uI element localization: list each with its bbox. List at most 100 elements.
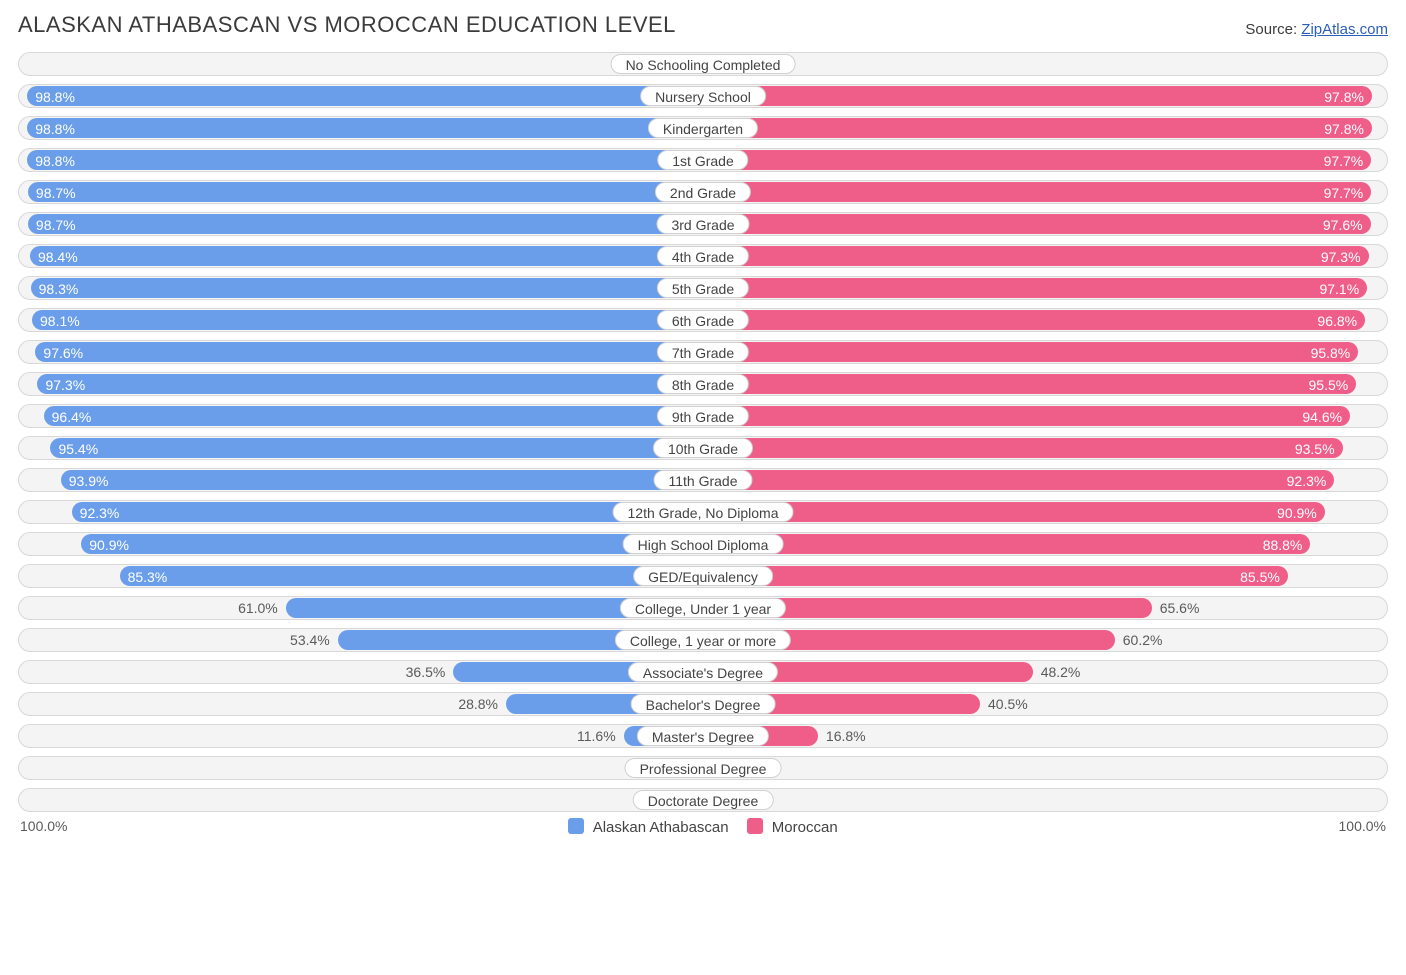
category-label: 5th Grade	[657, 278, 749, 298]
bar-right: 90.9%	[703, 502, 1325, 522]
chart-row: 36.5%48.2%Associate's Degree	[18, 660, 1388, 684]
category-label: 12th Grade, No Diploma	[613, 502, 794, 522]
chart-row: 1.5%2.2%No Schooling Completed	[18, 52, 1388, 76]
bar-left: 85.3%	[120, 566, 703, 586]
bar-right: 97.6%	[703, 214, 1371, 234]
value-right: 16.8%	[826, 725, 866, 747]
bar-right: 97.3%	[703, 246, 1369, 266]
bar-left: 97.6%	[35, 342, 703, 362]
value-left: 98.3%	[39, 278, 79, 300]
bar-right: 92.3%	[703, 470, 1334, 490]
category-label: 8th Grade	[657, 374, 749, 394]
value-right: 97.8%	[1324, 118, 1364, 140]
bar-right: 97.1%	[703, 278, 1367, 298]
value-right: 92.3%	[1287, 470, 1327, 492]
value-left: 93.9%	[69, 470, 109, 492]
chart-row: 98.7%97.7%2nd Grade	[18, 180, 1388, 204]
value-right: 40.5%	[988, 693, 1028, 715]
legend-swatch-left	[568, 818, 584, 834]
legend-item-right: Moroccan	[747, 818, 838, 836]
value-left: 98.8%	[35, 86, 75, 108]
source-link[interactable]: ZipAtlas.com	[1301, 21, 1388, 38]
category-label: Doctorate Degree	[633, 790, 774, 810]
value-left: 36.5%	[406, 661, 446, 683]
value-left: 11.6%	[577, 725, 616, 747]
value-left: 61.0%	[238, 597, 278, 619]
category-label: No Schooling Completed	[611, 54, 796, 74]
chart-row: 96.4%94.6%9th Grade	[18, 404, 1388, 428]
chart-row: 95.4%93.5%10th Grade	[18, 436, 1388, 460]
bar-right: 88.8%	[703, 534, 1310, 554]
chart-row: 98.4%97.3%4th Grade	[18, 244, 1388, 268]
value-left: 85.3%	[128, 566, 168, 588]
bar-left: 98.8%	[27, 86, 703, 106]
value-right: 85.5%	[1240, 566, 1280, 588]
bar-right: 97.8%	[703, 118, 1372, 138]
chart-row: 1.7%2.0%Doctorate Degree	[18, 788, 1388, 812]
chart-row: 98.8% 97.8%Nursery School	[18, 84, 1388, 108]
bar-right: 96.8%	[703, 310, 1365, 330]
axis-row: 100.0% Alaskan Athabascan Moroccan 100.0…	[18, 818, 1388, 836]
bar-left: 98.8%	[27, 118, 703, 138]
bar-left: 95.4%	[50, 438, 703, 458]
category-label: 3rd Grade	[656, 214, 749, 234]
chart-row: 98.7% 97.6%3rd Grade	[18, 212, 1388, 236]
legend: Alaskan Athabascan Moroccan	[568, 818, 837, 836]
bar-right: 97.8%	[703, 86, 1372, 106]
value-left: 28.8%	[458, 693, 498, 715]
value-right: 97.7%	[1324, 182, 1364, 204]
category-label: College, 1 year or more	[615, 630, 791, 650]
chart-row: 28.8% 40.5% Bachelor's Degree	[18, 692, 1388, 716]
chart-header: ALASKAN ATHABASCAN VS MOROCCAN EDUCATION…	[18, 12, 1388, 38]
source-label: Source:	[1245, 21, 1297, 38]
chart-row: 11.6% 16.8% Master's Degree	[18, 724, 1388, 748]
bar-left: 98.1%	[32, 310, 703, 330]
value-left: 98.7%	[36, 214, 76, 236]
value-left: 98.8%	[35, 150, 75, 172]
category-label: Master's Degree	[637, 726, 769, 746]
value-left: 98.4%	[38, 246, 78, 268]
bar-left: 90.9%	[81, 534, 703, 554]
category-label: 11th Grade	[653, 470, 752, 490]
value-right: 88.8%	[1263, 534, 1303, 556]
bar-right: 85.5%	[703, 566, 1288, 586]
value-right: 95.5%	[1309, 374, 1349, 396]
value-right: 94.6%	[1302, 406, 1342, 428]
bar-left: 98.3%	[31, 278, 703, 298]
chart-row: 98.8%97.8%Kindergarten	[18, 116, 1388, 140]
category-label: Nursery School	[640, 86, 766, 106]
chart-title: ALASKAN ATHABASCAN VS MOROCCAN EDUCATION…	[18, 12, 676, 38]
bar-left: 96.4%	[44, 406, 703, 426]
value-left: 95.4%	[58, 438, 98, 460]
value-right: 93.5%	[1295, 438, 1335, 460]
bar-left: 92.3%	[72, 502, 703, 522]
category-label: 7th Grade	[657, 342, 749, 362]
axis-left-max: 100.0%	[20, 818, 67, 836]
legend-label-left: Alaskan Athabascan	[593, 819, 729, 836]
value-right: 95.8%	[1311, 342, 1351, 364]
value-right: 65.6%	[1160, 597, 1200, 619]
category-label: College, Under 1 year	[620, 598, 786, 618]
value-right: 97.1%	[1319, 278, 1359, 300]
chart-row: 97.3%95.5%8th Grade	[18, 372, 1388, 396]
bar-right: 93.5%	[703, 438, 1343, 458]
category-label: Bachelor's Degree	[631, 694, 776, 714]
diverging-bar-chart: 1.5%2.2%No Schooling Completed98.8%97.8%…	[18, 52, 1388, 812]
chart-row: 98.8% 97.7% 1st Grade	[18, 148, 1388, 172]
value-left: 92.3%	[80, 502, 120, 524]
value-right: 97.7%	[1324, 150, 1364, 172]
value-left: 98.1%	[40, 310, 80, 332]
bar-right: 95.8%	[703, 342, 1358, 362]
bar-left: 98.4%	[30, 246, 703, 266]
value-left: 96.4%	[52, 406, 92, 428]
bar-right: 97.7%	[703, 182, 1371, 202]
value-left: 97.6%	[43, 342, 83, 364]
value-left: 98.7%	[36, 182, 76, 204]
legend-item-left: Alaskan Athabascan	[568, 818, 728, 836]
bar-right: 97.7%	[703, 150, 1371, 170]
value-right: 48.2%	[1041, 661, 1081, 683]
category-label: 1st Grade	[657, 150, 748, 170]
bar-right: 94.6%	[703, 406, 1350, 426]
legend-swatch-right	[747, 818, 763, 834]
chart-row: 3.8%5.0%Professional Degree	[18, 756, 1388, 780]
